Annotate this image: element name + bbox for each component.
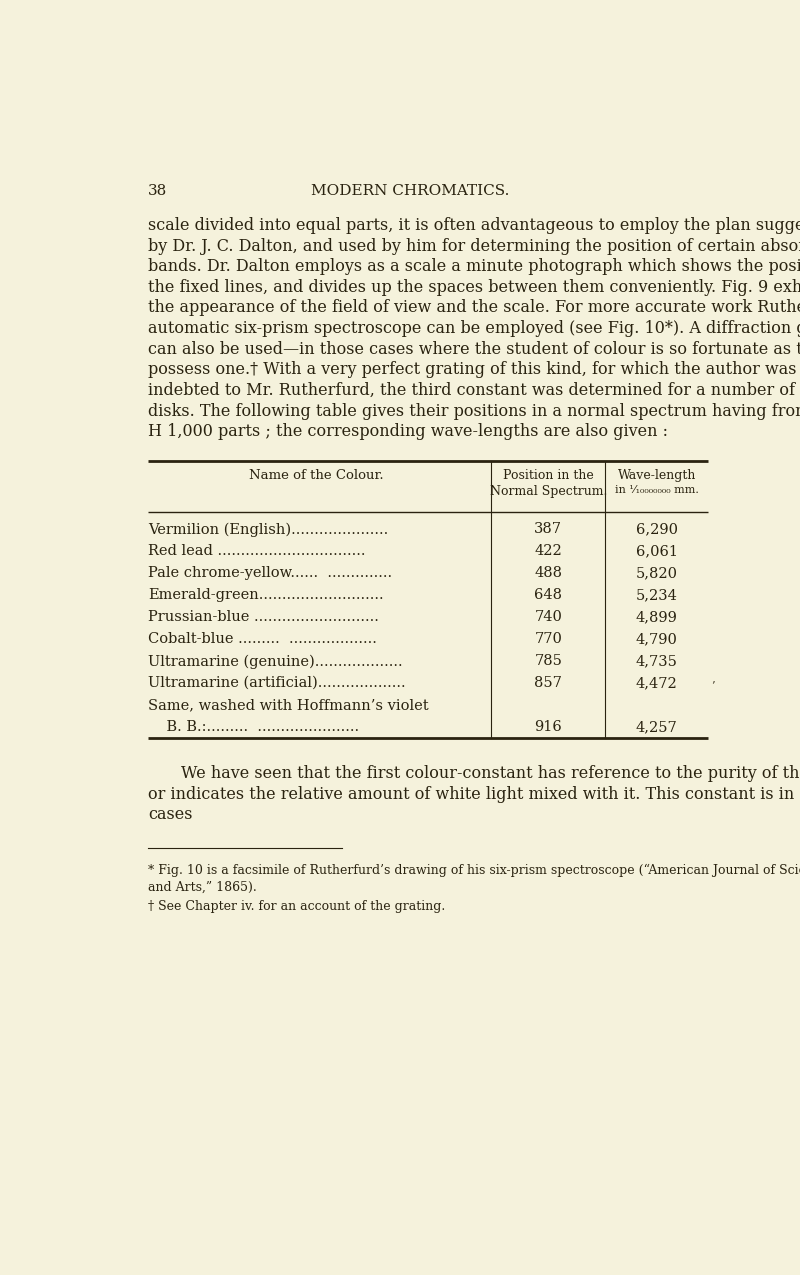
Text: Wave-length: Wave-length	[618, 468, 696, 482]
Text: Red lead ................................: Red lead ...............................…	[148, 544, 366, 558]
Text: possess one.† With a very perfect grating of this kind, for which the author was: possess one.† With a very perfect gratin…	[148, 361, 797, 379]
Text: bands. Dr. Dalton employs as a scale a minute photograph which shows the positio: bands. Dr. Dalton employs as a scale a m…	[148, 258, 800, 275]
Text: ’: ’	[710, 680, 714, 690]
Text: scale divided into equal parts, it is often advantageous to employ the plan sugg: scale divided into equal parts, it is of…	[148, 217, 800, 233]
Text: Prussian-blue ...........................: Prussian-blue ..........................…	[148, 611, 379, 625]
Text: disks. The following table gives their positions in a normal spectrum having fro: disks. The following table gives their p…	[148, 403, 800, 419]
Text: in ¹⁄₁₀₀₀₀₀₀₀ mm.: in ¹⁄₁₀₀₀₀₀₀₀ mm.	[615, 486, 698, 496]
Text: 4,735: 4,735	[636, 654, 678, 668]
Text: Ultramarine (artificial)...................: Ultramarine (artificial)................…	[148, 676, 406, 690]
Text: 4,790: 4,790	[636, 632, 678, 646]
Text: Name of the Colour.: Name of the Colour.	[249, 468, 383, 482]
Text: Normal Spectrum.: Normal Spectrum.	[490, 486, 607, 499]
Text: Emerald-green...........................: Emerald-green...........................	[148, 588, 384, 602]
Text: Vermilion (English).....................: Vermilion (English).....................	[148, 523, 388, 537]
Text: Pale chrome-yellow......  ..............: Pale chrome-yellow...... ..............	[148, 566, 392, 580]
Text: the appearance of the field of view and the scale. For more accurate work Ruther: the appearance of the field of view and …	[148, 300, 800, 316]
Text: 4,257: 4,257	[636, 720, 678, 734]
Text: 857: 857	[534, 676, 562, 690]
Text: 740: 740	[534, 611, 562, 625]
Text: 422: 422	[534, 544, 562, 558]
Text: 488: 488	[534, 566, 562, 580]
Text: 785: 785	[534, 654, 562, 668]
Text: Cobalt-blue .........  ...................: Cobalt-blue ......... ..................…	[148, 632, 377, 646]
Text: by Dr. J. C. Dalton, and used by him for determining the position of certain abs: by Dr. J. C. Dalton, and used by him for…	[148, 237, 800, 255]
Text: 648: 648	[534, 588, 562, 602]
Text: 4,472: 4,472	[636, 676, 678, 690]
Text: 6,061: 6,061	[636, 544, 678, 558]
Text: 38: 38	[148, 184, 167, 198]
Text: We have seen that the first colour-constant has reference to the purity of the c: We have seen that the first colour-const…	[181, 765, 800, 782]
Text: 5,234: 5,234	[636, 588, 678, 602]
Text: Ultramarine (genuine)...................: Ultramarine (genuine)...................	[148, 654, 402, 668]
Text: 916: 916	[534, 720, 562, 734]
Text: † See Chapter iv. for an account of the grating.: † See Chapter iv. for an account of the …	[148, 900, 446, 913]
Text: or indicates the relative amount of white light mixed with it. This constant is : or indicates the relative amount of whit…	[148, 785, 800, 802]
Text: 387: 387	[534, 523, 562, 537]
Text: the fixed lines, and divides up the spaces between them conveniently. Fig. 9 exh: the fixed lines, and divides up the spac…	[148, 279, 800, 296]
Text: can also be used—in those cases where the student of colour is so fortunate as t: can also be used—in those cases where th…	[148, 340, 800, 358]
Text: 6,290: 6,290	[636, 523, 678, 537]
Text: and Arts,” 1865).: and Arts,” 1865).	[148, 880, 257, 894]
Text: cases: cases	[148, 806, 193, 824]
Text: 4,899: 4,899	[636, 611, 678, 625]
Text: Position in the: Position in the	[503, 468, 594, 482]
Text: Same, washed with Hoffmann’s violet: Same, washed with Hoffmann’s violet	[148, 697, 429, 711]
Text: MODERN CHROMATICS.: MODERN CHROMATICS.	[311, 184, 509, 198]
Text: H 1,000 parts ; the corresponding wave-lengths are also given :: H 1,000 parts ; the corresponding wave-l…	[148, 423, 668, 440]
Text: automatic six-prism spectroscope can be employed (see Fig. 10*). A diffraction g: automatic six-prism spectroscope can be …	[148, 320, 800, 337]
Text: * Fig. 10 is a facsimile of Rutherfurd’s drawing of his six-prism spectroscope (: * Fig. 10 is a facsimile of Rutherfurd’s…	[148, 863, 800, 877]
Text: 5,820: 5,820	[636, 566, 678, 580]
Text: B. B.:.........  ......................: B. B.:......... ......................	[148, 720, 359, 734]
Text: indebted to Mr. Rutherfurd, the third constant was determined for a number of co: indebted to Mr. Rutherfurd, the third co…	[148, 382, 800, 399]
Text: 770: 770	[534, 632, 562, 646]
